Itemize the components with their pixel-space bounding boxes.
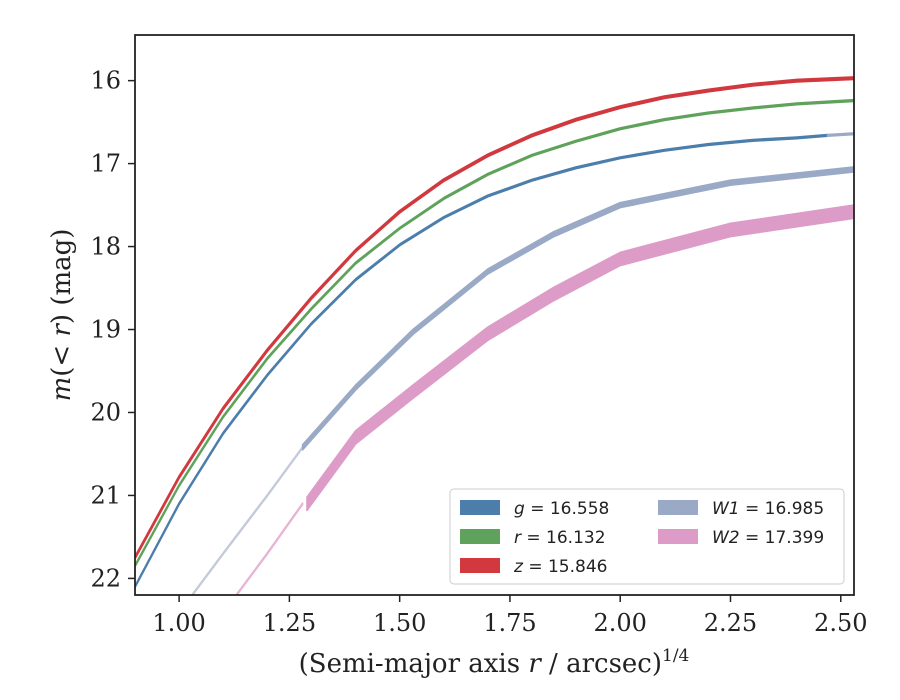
legend-swatch-2 (460, 558, 500, 573)
x-tick-label-3: 1.75 (483, 609, 536, 637)
y-tick-label-0: 16 (90, 67, 121, 95)
y-tick-label-1: 17 (90, 150, 121, 178)
series-band-5 (301, 166, 854, 451)
x-tick-label-1: 1.25 (263, 609, 316, 637)
legend-swatch-3 (658, 500, 698, 515)
y-axis-label: m(< r) (mag) (47, 229, 77, 402)
series-band-6 (235, 502, 304, 595)
legend-label-1: r = 16.132 (514, 528, 606, 548)
x-tick-label-5: 2.25 (704, 609, 757, 637)
legend-label-0: g = 16.558 (514, 499, 609, 519)
x-tick-label-2: 1.50 (373, 609, 426, 637)
axis-ticks: 1.00 1.25 1.50 1.75 2.00 2.25 2.50 16 17 18 19 20 21… (90, 67, 867, 637)
legend-swatch-0 (460, 500, 500, 515)
y-tick-label-2: 18 (90, 233, 121, 261)
legend-label-2: z = 15.846 (513, 557, 607, 577)
legend-label-3: W1 = 16.985 (712, 499, 824, 519)
plot-frame (134, 34, 855, 596)
legend-swatch-4 (658, 529, 698, 544)
x-tick-label-0: 1.00 (152, 609, 205, 637)
x-axis-label: (Semi-major axis r / arcsec)1/4 (299, 646, 690, 679)
legend-swatch-1 (460, 529, 500, 544)
y-tick-label-6: 22 (90, 564, 121, 592)
legend-label-4: W2 = 17.399 (712, 528, 824, 548)
plot-area (135, 76, 854, 595)
series-band-2 (135, 98, 854, 568)
legend-frame (449, 488, 845, 585)
y-tick-label-4: 20 (90, 398, 121, 426)
x-tick-label-6: 2.50 (814, 609, 867, 637)
series-band-7 (306, 204, 854, 512)
x-tick-label-4: 2.00 (593, 609, 646, 637)
y-tick-label-5: 21 (90, 481, 121, 509)
y-tick-label-3: 19 (90, 316, 121, 344)
series-band-1 (826, 132, 854, 137)
series-band-3 (135, 76, 854, 560)
legend: g = 16.558 r = 16.132 z = 15.846 W1 = 16.98… (449, 488, 845, 585)
series-band-4 (191, 445, 304, 595)
